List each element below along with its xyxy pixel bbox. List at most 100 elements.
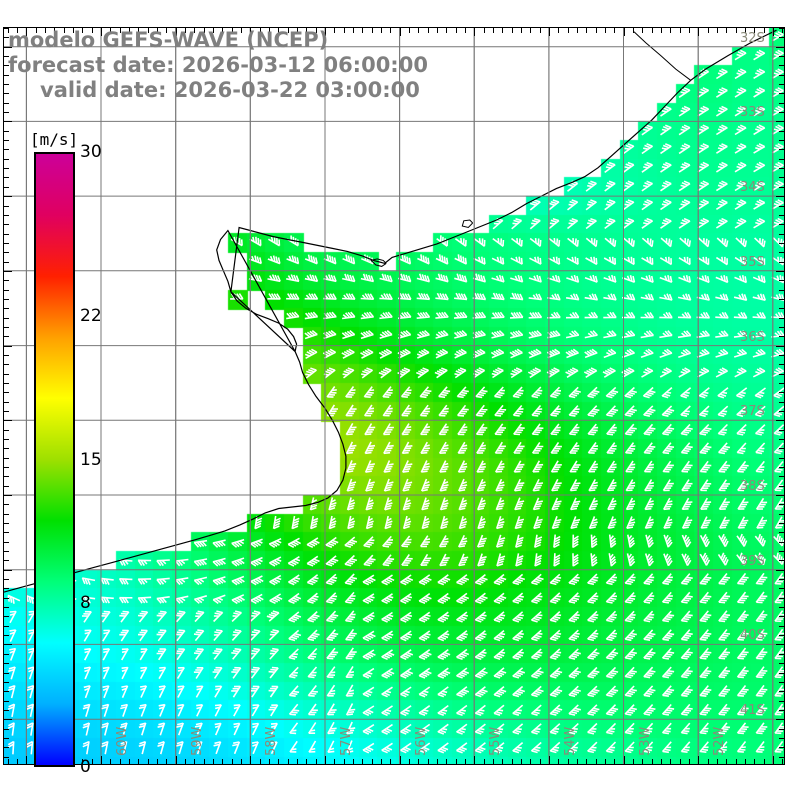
wind-barb: [120, 703, 129, 717]
wind-barb: [345, 684, 354, 697]
wind-barb: [323, 293, 337, 300]
wind-barb: [736, 666, 749, 679]
wind-barb: [345, 665, 355, 678]
wind-barb: [530, 723, 542, 735]
wind-barb: [418, 742, 431, 754]
wind-barb: [83, 648, 92, 661]
wind-barb: [233, 722, 241, 736]
wind-barb: [512, 741, 524, 754]
wind-barb: [735, 237, 747, 248]
wind-barb: [474, 592, 488, 604]
wind-barb: [547, 311, 561, 319]
wind-barb: [680, 387, 692, 399]
wind-barb: [549, 386, 562, 399]
wind-barb: [439, 553, 450, 567]
wind-barb: [531, 404, 543, 417]
wind-barb: [346, 460, 357, 473]
wind-barb: [138, 741, 147, 755]
wind-barb: [345, 628, 357, 641]
wind-barb: [254, 515, 263, 530]
wind-barb: [624, 666, 637, 679]
wind-barb: [435, 311, 449, 319]
wind-barb: [774, 497, 784, 510]
wind-barb: [643, 610, 655, 623]
wind-barb: [326, 647, 339, 660]
wind-barb: [158, 703, 166, 717]
wind-barb: [549, 685, 563, 698]
wind-barb: [156, 648, 167, 661]
wind-barb: [325, 536, 339, 548]
wind-barb: [604, 217, 616, 230]
wind-barb: [588, 479, 598, 492]
wind-barb: [121, 666, 129, 680]
wind-barb: [678, 180, 691, 192]
wind-barb: [102, 666, 110, 680]
wind-barb: [323, 254, 337, 265]
wind-barb: [753, 199, 766, 210]
wind-barb: [718, 666, 731, 679]
wind-barb: [419, 535, 431, 548]
wind-barb: [734, 161, 747, 173]
wind-barb: [437, 704, 449, 717]
wind-barb: [435, 254, 449, 265]
wind-barb: [604, 161, 616, 174]
wind-barb: [382, 554, 395, 567]
wind-barb: [568, 610, 580, 623]
wind-barb: [774, 479, 784, 492]
wind-barb: [472, 330, 486, 339]
wind-barb: [473, 256, 486, 265]
wind-barb: [754, 237, 766, 248]
wind-barb: [213, 610, 224, 623]
wind-barb: [378, 367, 392, 379]
wind-barb: [511, 237, 523, 248]
wind-barb: [342, 273, 356, 283]
wind-barb: [438, 386, 451, 399]
wind-barb: [752, 330, 766, 338]
wind-barb: [680, 666, 693, 679]
wind-barb: [697, 367, 710, 378]
wind-barb: [510, 256, 523, 265]
wind-barb: [585, 180, 597, 192]
coastline-path: [370, 258, 387, 267]
wind-barb: [587, 722, 598, 735]
wind-barb: [718, 629, 731, 641]
wind-barb: [304, 311, 318, 320]
wind-barb: [156, 577, 170, 585]
wind-barb: [568, 648, 581, 660]
wind-barb: [288, 629, 302, 642]
wind-barb: [416, 311, 431, 319]
wind-barb: [494, 423, 507, 436]
wind-barb: [344, 554, 358, 567]
colorbar-tick-30: 30: [80, 142, 102, 162]
wind-barb: [568, 704, 581, 716]
wind-barb: [193, 648, 205, 661]
wind-barb: [534, 553, 543, 567]
wind-barb: [378, 348, 393, 359]
wind-barb: [496, 553, 506, 567]
wind-barb: [420, 441, 430, 454]
wind-barb: [100, 577, 114, 585]
wind-barb: [438, 404, 449, 417]
wind-barb: [416, 273, 431, 283]
wind-barb: [565, 293, 580, 301]
wind-barb: [643, 647, 656, 660]
wind-barb: [419, 386, 432, 399]
wind-barb: [736, 533, 748, 547]
wind-barb: [588, 460, 598, 473]
wind-barb: [156, 629, 167, 642]
wind-barb: [532, 460, 544, 473]
wind-barb: [530, 685, 544, 698]
wind-barb: [754, 552, 766, 566]
wind-barb: [756, 516, 768, 529]
wind-barb: [569, 460, 581, 473]
wind-barb: [548, 237, 561, 248]
wind-barb: [587, 648, 600, 660]
wind-barb: [437, 723, 449, 735]
wind-barb: [286, 274, 300, 283]
wind-barb: [477, 497, 486, 511]
wind-barb: [288, 648, 299, 660]
wind-barb: [622, 199, 635, 211]
wind-barb: [492, 237, 505, 247]
wind-barb: [627, 534, 636, 548]
